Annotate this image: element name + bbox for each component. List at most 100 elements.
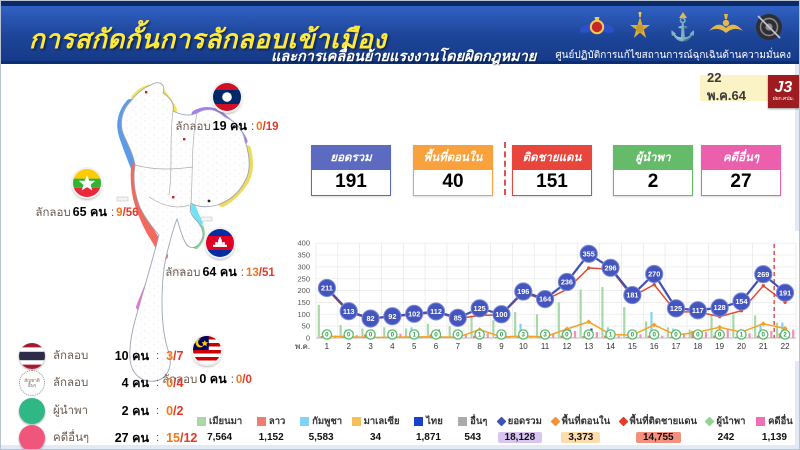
svg-text:0: 0 xyxy=(587,332,591,339)
svg-text:211: 211 xyxy=(321,284,333,293)
stat-dashed-line xyxy=(504,142,506,195)
stat-card-label: พื้นที่ตอนใน xyxy=(414,146,492,170)
page-title: การสกัดกั้นการลักลอบเข้าเมือง xyxy=(29,24,387,54)
square-swatch xyxy=(351,417,361,426)
laos-flag xyxy=(213,83,241,111)
svg-text:82: 82 xyxy=(366,314,374,323)
legend-name: ผู้นำพา xyxy=(716,416,746,427)
svg-text:125: 125 xyxy=(474,304,486,313)
svg-text:154: 154 xyxy=(735,297,748,306)
svg-text:18: 18 xyxy=(693,342,702,351)
legend-value: 34 xyxy=(369,432,382,443)
summary-label: ลักลอบ xyxy=(53,349,89,362)
air-force-emblem xyxy=(708,10,744,44)
callout-stats: ลักลอบ 65 คน:9/56 xyxy=(35,205,139,219)
svg-text:0: 0 xyxy=(631,332,635,339)
defense-hq-emblem xyxy=(579,10,615,44)
svg-text:164: 164 xyxy=(539,295,552,304)
stat-card-5: คดีอื่นๆ 27 xyxy=(701,145,781,196)
legend-name: พื้นที่ตอนใน xyxy=(561,416,611,427)
legend-name: มาเลเซีย xyxy=(363,416,400,427)
svg-text:270: 270 xyxy=(648,270,660,279)
legend-name: เมียนมา xyxy=(209,416,243,427)
svg-text:0: 0 xyxy=(434,332,438,339)
svg-text:4: 4 xyxy=(390,342,395,351)
myanmar-flag xyxy=(73,169,101,197)
stat-card-label: ผู้นำพา xyxy=(614,146,692,170)
svg-text:3: 3 xyxy=(522,332,526,339)
svg-text:125: 125 xyxy=(670,304,682,313)
svg-text:50: 50 xyxy=(302,322,310,331)
police-emblem xyxy=(751,10,787,44)
legend-value: 1,139 xyxy=(761,432,787,443)
stat-card-1: ยอดรวม 191 xyxy=(311,145,391,196)
svg-text:150: 150 xyxy=(297,298,310,307)
svg-text:236: 236 xyxy=(561,278,573,287)
legend-name: พื้นที่ติดชายแดน xyxy=(629,416,698,427)
svg-text:250: 250 xyxy=(297,274,310,283)
stat-card-value: 2 xyxy=(647,171,659,192)
svg-text:355: 355 xyxy=(583,249,595,258)
summary-count: 27 คน xyxy=(114,431,149,446)
agency-emblems: ⚓ xyxy=(579,9,787,45)
svg-text:9: 9 xyxy=(499,342,504,351)
square-swatch xyxy=(197,417,206,426)
report-date: 22 พ.ค.64 xyxy=(700,70,768,103)
summary-count: 10 คน xyxy=(114,348,149,363)
svg-text:1: 1 xyxy=(740,332,744,339)
legend-item-2: ลาว 1,152 xyxy=(252,414,291,443)
org-caption: ศูนย์ปฏิบัติการแก้ไขสถานการณ์ฉุกเฉินด้าน… xyxy=(555,50,791,61)
stat-card-value: 151 xyxy=(536,171,568,192)
x-axis-prefix: พ.ค. xyxy=(295,342,310,351)
svg-text:0: 0 xyxy=(325,332,329,339)
legend-item-4: มาเลเซีย 34 xyxy=(351,414,400,443)
legend-value: 1,152 xyxy=(258,432,284,443)
svg-text:16: 16 xyxy=(650,342,659,351)
green-dot xyxy=(19,397,45,424)
svg-text:196: 196 xyxy=(517,287,529,296)
svg-text:0: 0 xyxy=(762,332,766,339)
region-boundaries xyxy=(134,110,198,208)
summary-ratio: 15/12 xyxy=(166,431,198,446)
svg-text:0: 0 xyxy=(369,332,373,339)
legend-value: 7,564 xyxy=(207,432,233,443)
square-swatch xyxy=(458,417,468,426)
svg-text:13: 13 xyxy=(584,342,593,351)
svg-text:300: 300 xyxy=(297,262,310,271)
svg-text:1: 1 xyxy=(325,342,330,351)
svg-text:2: 2 xyxy=(783,332,787,339)
diamond-swatch xyxy=(618,416,628,427)
summary-count: 2 คน xyxy=(121,403,149,418)
square-swatch xyxy=(414,417,424,426)
svg-text:181: 181 xyxy=(626,291,638,300)
callout-count: 0 คน xyxy=(199,372,227,386)
svg-text:400: 400 xyxy=(297,239,310,248)
square-swatch xyxy=(756,417,766,426)
callout-count: 19 คน xyxy=(212,119,247,133)
legend-item-6: อื่นๆ 543 xyxy=(457,414,488,443)
line-ยอดรวม xyxy=(326,252,786,320)
chart-legend: เมียนมา 7,564 ลาว 1,152 กัมพูชา 5,583 มาเลเซีย… xyxy=(197,414,794,443)
svg-text:113: 113 xyxy=(343,307,355,316)
svg-text:1: 1 xyxy=(478,332,482,339)
svg-text:0: 0 xyxy=(456,332,460,339)
legend-name: คดีอื่น xyxy=(768,416,793,427)
summary-label: ผู้นำพา xyxy=(53,404,89,417)
summary-label: คดีอื่นๆ xyxy=(53,432,90,445)
page-subtitle: และการเคลื่อนย้ายแรงงานโดยผิดกฎหมาย xyxy=(271,49,537,65)
square-swatch xyxy=(300,417,310,426)
svg-text:5: 5 xyxy=(412,342,417,351)
callout-total: 0 xyxy=(245,374,252,386)
unit-subtitle: ฝยก.ศปม. xyxy=(772,96,795,102)
callout-stats: ลักลอบ 0 คน:0/0 xyxy=(162,372,252,386)
summary-row: ลักลอบ 10 คน:3/7 xyxy=(19,342,197,370)
legend-value: 543 xyxy=(464,432,482,443)
thailand-map xyxy=(116,82,254,382)
svg-text:8: 8 xyxy=(477,342,482,351)
diamond-swatch xyxy=(705,416,715,427)
callout-stats: ลักลอบ 19 คน:0/19 xyxy=(175,119,279,133)
svg-text:102: 102 xyxy=(408,309,420,318)
header-banner: การสกัดกั้นการลักลอบเข้าเมือง และการเคลื… xyxy=(1,1,799,65)
callout-total: 51 xyxy=(261,267,275,279)
